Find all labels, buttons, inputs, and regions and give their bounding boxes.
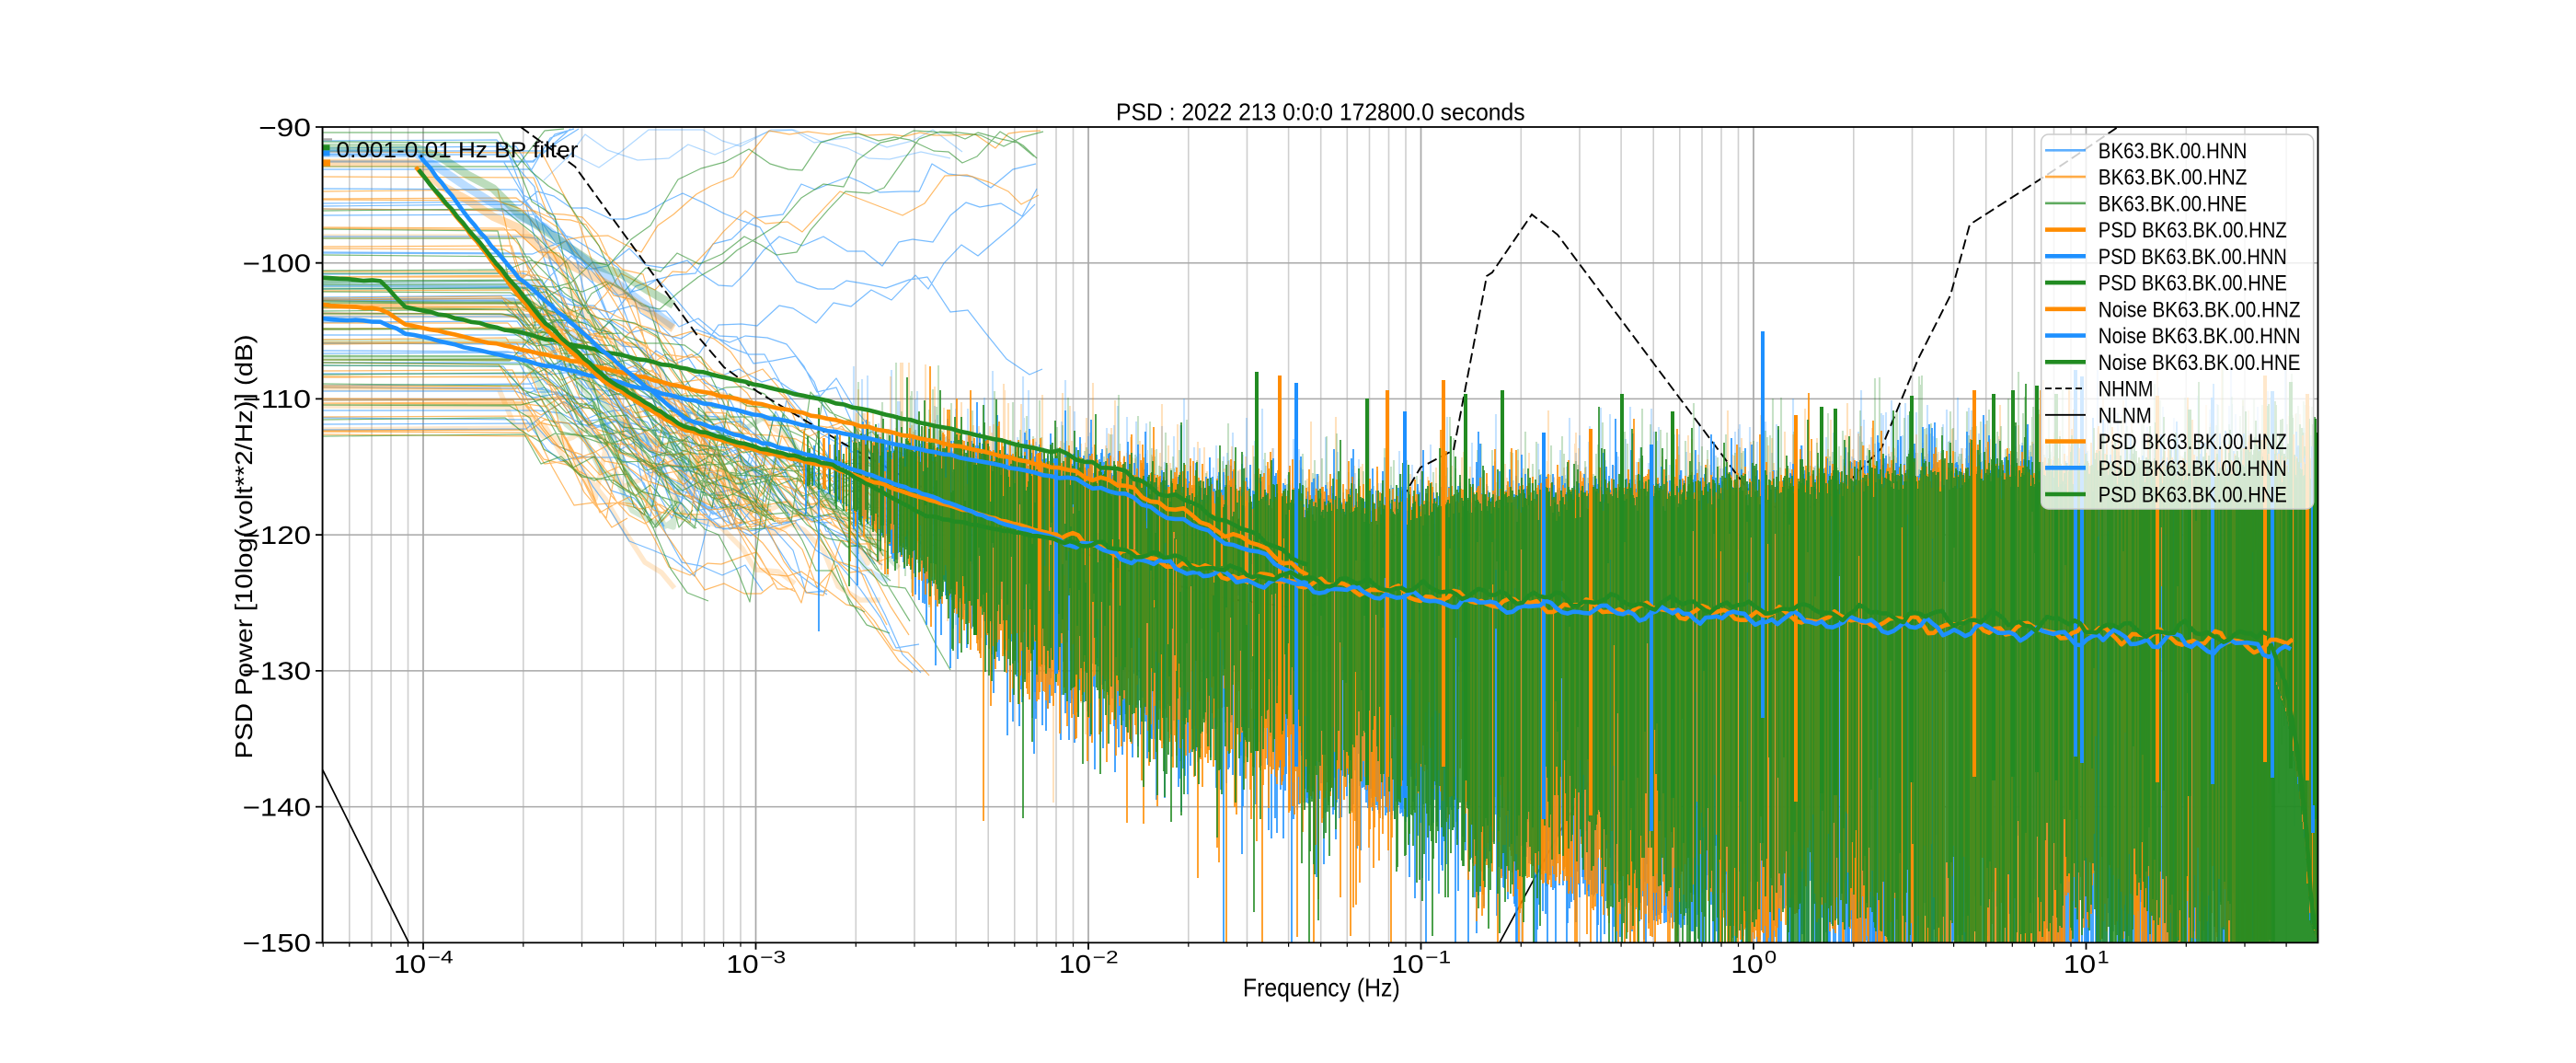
svg-text:NHNM: NHNM (2099, 377, 2154, 402)
svg-text:10: 10 (726, 950, 758, 978)
svg-text:−140: −140 (243, 792, 312, 821)
svg-text:−90: −90 (259, 113, 311, 142)
svg-text:−120: −120 (243, 521, 312, 549)
svg-text:10: 10 (1059, 950, 1091, 978)
svg-text:PSD BK63.BK.00.HNN: PSD BK63.BK.00.HNN (2099, 245, 2287, 270)
svg-text:−110: −110 (243, 385, 312, 413)
svg-text:PSD BK63.BK.00.HNZ: PSD BK63.BK.00.HNZ (2099, 218, 2287, 243)
svg-text:0.001-0.01 Hz BP filter: 0.001-0.01 Hz BP filter (337, 138, 579, 163)
svg-text:−100: −100 (243, 249, 312, 278)
svg-text:PSD : 2022 213 0:0:0 172800.0: PSD : 2022 213 0:0:0 172800.0 seconds (1116, 98, 1525, 126)
svg-text:BK63.BK.00.HNN: BK63.BK.00.HNN (2099, 139, 2248, 164)
svg-text:10: 10 (394, 950, 426, 978)
svg-text:10: 10 (2064, 950, 2096, 978)
svg-text:Noise BK63.BK.00.HNN: Noise BK63.BK.00.HNN (2099, 324, 2301, 349)
svg-text:Noise BK63.BK.00.HNZ: Noise BK63.BK.00.HNZ (2099, 297, 2301, 322)
svg-text:PSD BK63.BK.00.HNZ: PSD BK63.BK.00.HNZ (2099, 430, 2287, 455)
svg-text:−150: −150 (243, 929, 312, 957)
svg-text:−2: −2 (1093, 949, 1119, 968)
svg-text:−130: −130 (243, 657, 312, 686)
svg-text:PSD BK63.BK.00.HNE: PSD BK63.BK.00.HNE (2099, 272, 2287, 296)
svg-text:PSD BK63.BK.00.HNN: PSD BK63.BK.00.HNN (2099, 456, 2287, 481)
svg-text:BK63.BK.00.HNZ: BK63.BK.00.HNZ (2099, 166, 2248, 191)
svg-text:Noise BK63.BK.00.HNE: Noise BK63.BK.00.HNE (2099, 351, 2301, 376)
svg-text:10: 10 (1731, 950, 1763, 978)
svg-text:PSD BK63.BK.00.HNE: PSD BK63.BK.00.HNE (2099, 483, 2287, 508)
svg-text:1: 1 (2098, 949, 2110, 968)
svg-text:BK63.BK.00.HNE: BK63.BK.00.HNE (2099, 191, 2248, 216)
svg-text:NLNM: NLNM (2099, 403, 2152, 428)
svg-text:−3: −3 (760, 949, 786, 968)
svg-text:Frequency (Hz): Frequency (Hz) (1243, 973, 1400, 1001)
svg-text:−1: −1 (1425, 949, 1451, 968)
svg-text:10: 10 (1391, 950, 1423, 978)
svg-text:0: 0 (1765, 949, 1777, 968)
svg-text:PSD Power [10log(volt**2/Hz)]: PSD Power [10log(volt**2/Hz)] (dB) (230, 335, 258, 759)
svg-text:−4: −4 (428, 949, 454, 968)
